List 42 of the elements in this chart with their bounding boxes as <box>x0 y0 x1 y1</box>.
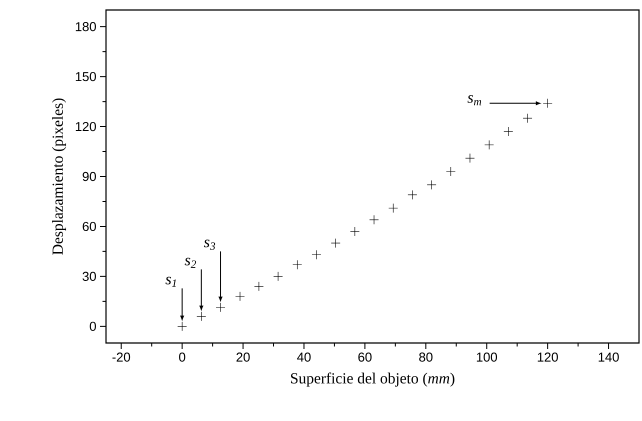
point <box>484 140 494 150</box>
point <box>504 126 514 136</box>
x-tick-label: 140 <box>598 352 619 362</box>
point <box>446 166 456 176</box>
x-tick-label: 0 <box>179 352 186 362</box>
x-tick-label: -20 <box>112 352 130 362</box>
point <box>216 302 226 312</box>
point <box>312 250 322 260</box>
y-tick-label: 150 <box>76 72 96 82</box>
y-tick-label: 60 <box>82 222 96 232</box>
x-tick-label: 40 <box>297 352 311 362</box>
point <box>177 322 187 332</box>
x-tick-label: 80 <box>419 352 433 362</box>
point <box>273 272 283 282</box>
x-tick-label: 20 <box>236 352 250 362</box>
point <box>350 226 360 236</box>
annotation: s$_{m}$ <box>468 95 482 106</box>
annotation: s$_{1}$ <box>166 276 176 287</box>
y-tick-label: 0 <box>90 322 96 331</box>
point <box>522 113 532 124</box>
point <box>254 282 264 292</box>
x-tick-label: 60 <box>358 352 372 362</box>
point <box>542 98 552 108</box>
y-tick-label: 30 <box>82 272 96 281</box>
y-tick-label: 180 <box>76 22 96 32</box>
point <box>369 214 379 225</box>
point <box>388 203 398 213</box>
point <box>330 238 340 248</box>
y-tick-label: 120 <box>76 122 96 132</box>
x-tick-label: 120 <box>538 352 558 362</box>
point <box>465 153 475 163</box>
point <box>408 190 418 200</box>
annotation: s$_{3}$ <box>204 240 216 250</box>
y-axis-title: Desplazamiento (pixeles) <box>52 98 66 255</box>
x-tick-label: 100 <box>476 352 498 362</box>
annotation: s$_{2}$ <box>184 258 196 268</box>
point <box>196 312 206 322</box>
y-tick-label: 90 <box>82 172 96 182</box>
point <box>292 260 302 270</box>
x-axis-title: Superficie del objeto (mm) <box>290 372 454 387</box>
point <box>235 292 245 302</box>
point <box>426 180 436 190</box>
